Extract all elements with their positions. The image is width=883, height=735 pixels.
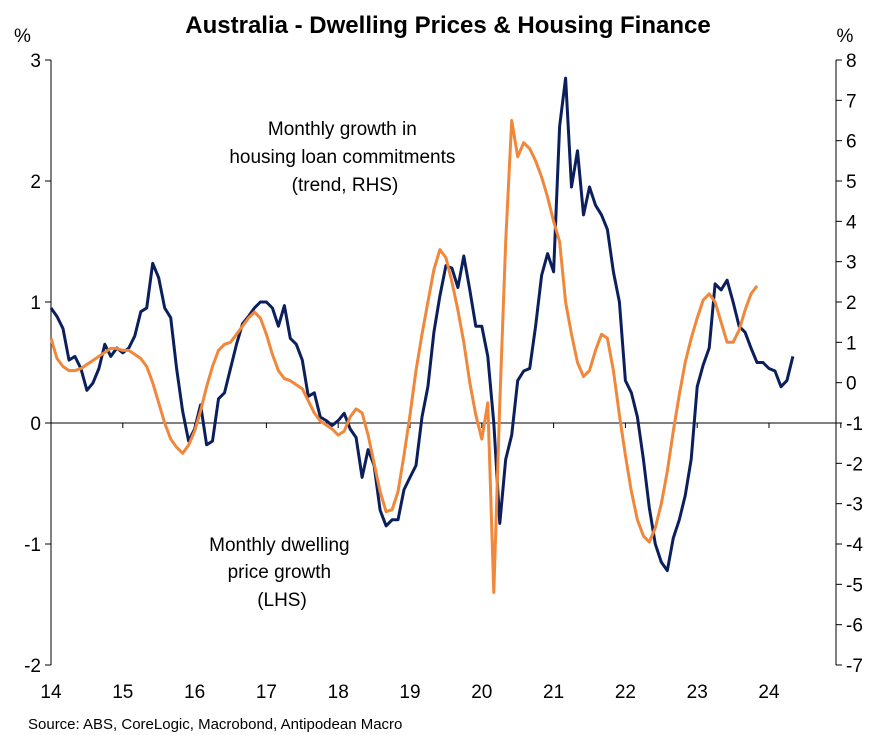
right-axis-unit: % — [837, 26, 854, 47]
x-tick-label: 24 — [758, 682, 780, 703]
lhs-annotation-line-2: price growth — [228, 562, 332, 583]
x-tick-label: 15 — [112, 682, 133, 703]
x-tick-label: 22 — [615, 682, 636, 703]
x-tick-label: 16 — [184, 682, 205, 703]
right-tick-label: -7 — [846, 656, 863, 677]
left-tick-label: 0 — [30, 414, 41, 435]
series-layer — [49, 76, 795, 594]
right-tick-label: -5 — [846, 575, 863, 596]
right-tick-label: -1 — [846, 414, 863, 435]
x-tick-label: 18 — [328, 682, 349, 703]
rhs-series-annotation: Monthly growth in housing loan commitmen… — [229, 119, 460, 196]
lhs-series-annotation: Monthly dwelling price growth (LHS) — [209, 535, 355, 611]
lhs-annotation-line-1: Monthly dwelling — [209, 535, 349, 556]
right-tick-label: -6 — [846, 616, 863, 637]
right-tick-label: 4 — [846, 212, 857, 233]
right-tick-label: -3 — [846, 495, 863, 516]
right-tick-label: 1 — [846, 333, 857, 354]
right-tick-label: 3 — [846, 253, 857, 274]
chart-title: Australia - Dwelling Prices & Housing Fi… — [185, 12, 710, 39]
source-note: Source: ABS, CoreLogic, Macrobond, Antip… — [28, 716, 402, 733]
right-tick-label: 0 — [846, 374, 857, 395]
left-axis-unit: % — [14, 26, 31, 47]
left-axis-ticks: 3 2 1 0 -1 -2 — [24, 51, 51, 677]
x-tick-label: 14 — [40, 682, 62, 703]
right-tick-label: 6 — [846, 132, 857, 153]
x-tick-label: 17 — [256, 682, 277, 703]
left-tick-label: 2 — [30, 172, 41, 193]
series-line-dwelling-prices — [49, 76, 795, 573]
series-line-housing-finance — [49, 119, 759, 594]
rhs-annotation-line-2: housing loan commitments — [229, 147, 455, 168]
right-tick-label: 7 — [846, 91, 857, 112]
left-tick-label: 1 — [30, 293, 41, 314]
x-tick-label: 19 — [399, 682, 420, 703]
right-tick-label: 8 — [846, 51, 857, 72]
right-tick-label: -4 — [846, 535, 863, 556]
lhs-annotation-line-3: (LHS) — [257, 590, 307, 611]
rhs-annotation-line-1: Monthly growth in — [268, 119, 417, 140]
left-tick-label: 3 — [30, 51, 41, 72]
right-tick-label: 5 — [846, 172, 857, 193]
right-tick-label: 2 — [846, 293, 857, 314]
x-tick-label: 23 — [687, 682, 708, 703]
x-axis-ticks: 14 15 16 17 18 19 20 21 22 23 24 — [40, 423, 842, 703]
right-axis-ticks: 8 7 6 5 4 3 2 1 0 -1 -2 -3 -4 -5 -6 -7 — [836, 51, 863, 677]
left-tick-label: -1 — [24, 535, 41, 556]
rhs-annotation-line-3: (trend, RHS) — [292, 175, 399, 196]
right-tick-label: -2 — [846, 454, 863, 475]
x-tick-label: 20 — [471, 682, 492, 703]
x-tick-label: 21 — [543, 682, 564, 703]
left-tick-label: -2 — [24, 656, 41, 677]
